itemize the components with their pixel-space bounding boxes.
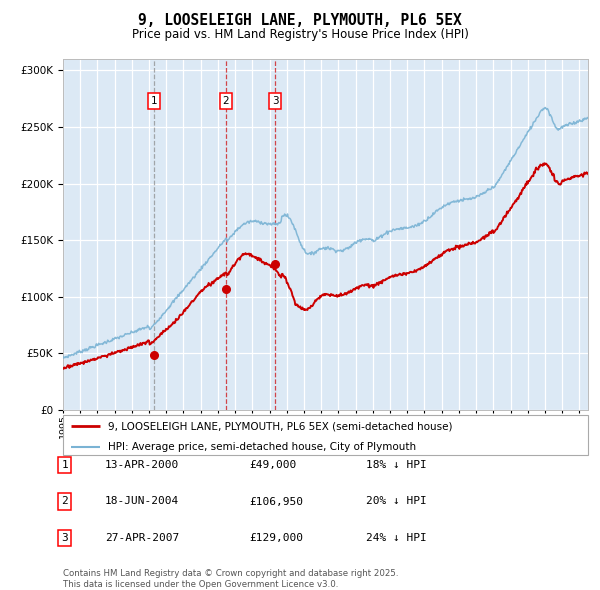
Text: £49,000: £49,000 — [249, 460, 296, 470]
Text: £129,000: £129,000 — [249, 533, 303, 543]
Text: HPI: Average price, semi-detached house, City of Plymouth: HPI: Average price, semi-detached house,… — [107, 442, 416, 452]
Text: £106,950: £106,950 — [249, 497, 303, 506]
Text: 13-APR-2000: 13-APR-2000 — [105, 460, 179, 470]
Text: 27-APR-2007: 27-APR-2007 — [105, 533, 179, 543]
Text: 2: 2 — [61, 497, 68, 506]
Text: 2: 2 — [223, 96, 229, 106]
Text: 1: 1 — [151, 96, 157, 106]
Text: 18% ↓ HPI: 18% ↓ HPI — [366, 460, 427, 470]
Text: 9, LOOSELEIGH LANE, PLYMOUTH, PL6 5EX: 9, LOOSELEIGH LANE, PLYMOUTH, PL6 5EX — [138, 13, 462, 28]
Text: 1: 1 — [61, 460, 68, 470]
Text: 3: 3 — [61, 533, 68, 543]
Text: 24% ↓ HPI: 24% ↓ HPI — [366, 533, 427, 543]
Text: 20% ↓ HPI: 20% ↓ HPI — [366, 497, 427, 506]
Text: Contains HM Land Registry data © Crown copyright and database right 2025.
This d: Contains HM Land Registry data © Crown c… — [63, 569, 398, 589]
Text: 18-JUN-2004: 18-JUN-2004 — [105, 497, 179, 506]
Text: 9, LOOSELEIGH LANE, PLYMOUTH, PL6 5EX (semi-detached house): 9, LOOSELEIGH LANE, PLYMOUTH, PL6 5EX (s… — [107, 421, 452, 431]
Text: 3: 3 — [272, 96, 278, 106]
Text: Price paid vs. HM Land Registry's House Price Index (HPI): Price paid vs. HM Land Registry's House … — [131, 28, 469, 41]
